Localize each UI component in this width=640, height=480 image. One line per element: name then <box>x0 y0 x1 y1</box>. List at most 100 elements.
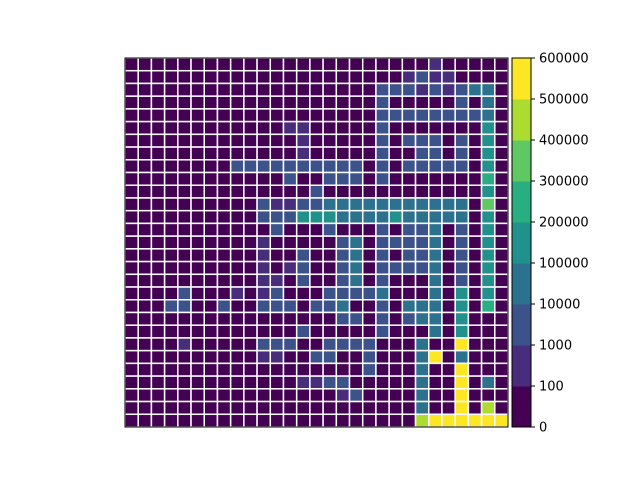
heatmap-cell <box>414 69 430 85</box>
heatmap-cell <box>190 286 205 301</box>
heatmap-cell <box>454 375 470 390</box>
heatmap-cell <box>190 82 205 97</box>
heatmap-cell <box>335 222 351 237</box>
heatmap-cell <box>243 299 258 314</box>
colorbar-tick-label: 600000 <box>539 52 589 67</box>
heatmap-cell <box>441 260 456 276</box>
heatmap-cell <box>216 375 232 390</box>
heatmap-cell <box>467 235 483 250</box>
heatmap-cell <box>256 209 272 225</box>
heatmap-cell <box>414 248 430 263</box>
heatmap-cell <box>163 82 179 97</box>
heatmap-cell <box>480 222 496 237</box>
heatmap-cell <box>414 311 430 326</box>
heatmap-cell <box>348 273 364 288</box>
heatmap-cell <box>177 273 192 288</box>
heatmap-cell <box>401 197 417 212</box>
heatmap-cell <box>309 184 324 199</box>
heatmap-cell <box>322 95 338 110</box>
heatmap-cell <box>428 413 443 428</box>
heatmap-cell <box>322 248 338 263</box>
heatmap-cell <box>309 95 324 110</box>
heatmap-cell <box>163 146 179 161</box>
heatmap-cell <box>124 375 139 390</box>
heatmap-cell <box>361 209 377 225</box>
heatmap-cell <box>203 69 219 85</box>
heatmap-cell <box>190 337 205 352</box>
heatmap-cell <box>269 349 285 365</box>
heatmap-cell <box>256 171 272 186</box>
heatmap-cell <box>124 235 139 250</box>
heatmap-cell <box>467 248 483 263</box>
heatmap-cell <box>401 400 417 416</box>
heatmap-cell <box>282 184 298 199</box>
heatmap-cell <box>375 349 390 365</box>
heatmap-cell <box>441 375 456 390</box>
heatmap-cell <box>480 184 496 199</box>
heatmap-cell <box>203 248 219 263</box>
heatmap-cell <box>388 146 404 161</box>
heatmap-cell <box>414 260 430 276</box>
heatmap-cell <box>137 171 153 186</box>
heatmap-cell <box>322 146 338 161</box>
heatmap-cell <box>375 95 390 110</box>
heatmap-cell <box>124 337 139 352</box>
heatmap-cell <box>480 133 496 148</box>
heatmap-cell <box>322 299 338 314</box>
colorbar-tick-label: 500000 <box>539 93 589 108</box>
heatmap-cell <box>124 197 139 212</box>
heatmap-cell <box>137 311 153 326</box>
heatmap-cell <box>177 184 192 199</box>
heatmap-cell <box>322 349 338 365</box>
heatmap-cell <box>454 260 470 276</box>
heatmap-cell <box>229 375 245 390</box>
heatmap-cell <box>137 260 153 276</box>
heatmap-cell <box>150 235 166 250</box>
heatmap-cell <box>361 69 377 85</box>
heatmap-cell <box>414 337 430 352</box>
heatmap-cell <box>269 57 285 72</box>
heatmap-cell <box>150 209 166 225</box>
heatmap-cell <box>137 273 153 288</box>
heatmap-cell <box>480 209 496 225</box>
heatmap-cell <box>454 95 470 110</box>
heatmap-cell <box>163 171 179 186</box>
heatmap-cell <box>401 375 417 390</box>
heatmap-cell <box>335 108 351 123</box>
heatmap-cell <box>480 69 496 85</box>
heatmap-cell <box>229 273 245 288</box>
heatmap-cell <box>414 400 430 416</box>
colorbar-segment <box>512 263 531 305</box>
heatmap-cell <box>295 171 311 186</box>
heatmap-cell <box>177 248 192 263</box>
heatmap-cell <box>322 388 338 403</box>
heatmap-cell <box>229 171 245 186</box>
heatmap-cell <box>375 260 390 276</box>
heatmap-cell <box>150 349 166 365</box>
heatmap-cell <box>388 337 404 352</box>
heatmap-cell <box>428 108 443 123</box>
heatmap-cell <box>441 82 456 97</box>
heatmap-cell <box>428 299 443 314</box>
heatmap-cell <box>256 349 272 365</box>
heatmap-cell <box>216 82 232 97</box>
heatmap-cell <box>177 57 192 72</box>
heatmap-cell <box>375 400 390 416</box>
heatmap-cell <box>177 146 192 161</box>
heatmap-cell <box>361 375 377 390</box>
heatmap-cell <box>229 400 245 416</box>
heatmap-cell <box>177 413 192 428</box>
heatmap-cell <box>414 159 430 174</box>
heatmap-cell <box>428 57 443 72</box>
heatmap-cell <box>282 222 298 237</box>
heatmap-cell <box>401 299 417 314</box>
heatmap-cell <box>190 311 205 326</box>
heatmap-cell <box>177 260 192 276</box>
heatmap-cell <box>282 311 298 326</box>
heatmap-cell <box>203 108 219 123</box>
heatmap-cell <box>348 133 364 148</box>
heatmap-cell <box>203 222 219 237</box>
heatmap-cell <box>163 69 179 85</box>
heatmap-cell <box>361 133 377 148</box>
heatmap-cell <box>375 133 390 148</box>
